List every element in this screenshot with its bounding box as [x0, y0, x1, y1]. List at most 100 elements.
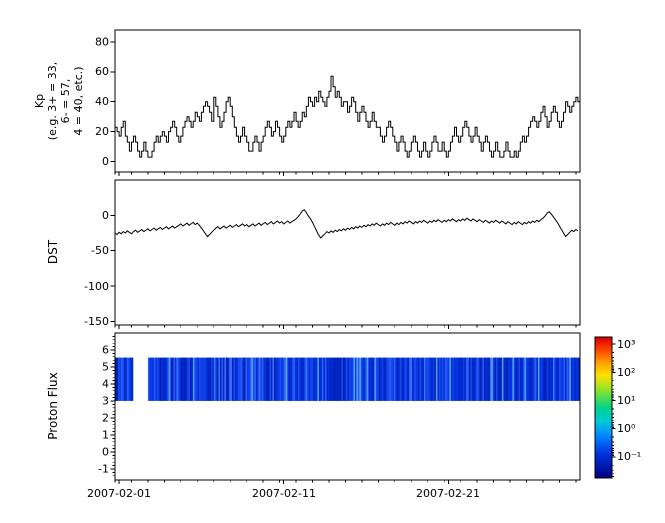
proton-flux-band-stripe [509, 357, 512, 401]
proton-flux-band-stripe [239, 357, 242, 401]
proton-flux-band-stripe [506, 357, 509, 401]
proton-flux-band-stripe [435, 357, 438, 401]
proton-flux-band-stripe [479, 357, 482, 401]
proton-flux-band-stripe [260, 357, 263, 401]
proton-flux-band-stripe [576, 357, 579, 401]
proton-flux-band-stripe [267, 357, 270, 401]
kp-ytick-label: 80 [95, 36, 109, 49]
proton-flux-band-stripe [468, 357, 471, 401]
proton-flux-band-stripe [431, 357, 434, 401]
proton-flux-band-stripe [545, 357, 548, 401]
proton-flux-band-stripe [130, 357, 132, 401]
proton-flux-band-stripe [378, 357, 381, 401]
proton-flux-band-stripe [575, 357, 578, 401]
proton-flux-band-stripe [297, 357, 300, 401]
proton-flux-band-stripe [566, 357, 569, 401]
proton-flux-band-stripe [354, 357, 357, 401]
proton-flux-band-stripe [209, 357, 212, 401]
proton-flux-band-stripe [459, 357, 462, 401]
proton-flux-band-stripe [363, 357, 366, 401]
proton-flux-band-stripe [473, 357, 476, 401]
proton-flux-band-stripe [147, 357, 150, 401]
proton-flux-band-stripe [158, 357, 161, 401]
colorbar-tick-label: 10⁰ [617, 422, 636, 435]
proton-panel-box [114, 332, 581, 481]
kp-panel-box [114, 29, 581, 173]
proton-flux-band-stripe [534, 357, 537, 401]
proton-flux-band-stripe [183, 357, 186, 401]
proton-flux-band-stripe [333, 357, 336, 401]
proton-flux-band-stripe [236, 357, 239, 401]
proton-flux-band-stripe [224, 357, 227, 401]
proton-flux-band-stripe [266, 357, 269, 401]
proton-flux-band-stripe [455, 357, 458, 401]
proton-flux-band-stripe [371, 357, 374, 401]
proton-flux-band-stripe [554, 357, 557, 401]
proton-flux-band-stripe [189, 357, 192, 401]
proton-flux-band-stripe [386, 357, 389, 401]
proton-flux-band-stripe [504, 357, 507, 401]
proton-flux-band-stripe [572, 357, 575, 401]
proton-flux-band-stripe [384, 357, 387, 401]
proton-flux-band-stripe [543, 357, 546, 401]
proton-flux-band-stripe [452, 357, 455, 401]
proton-flux-band-stripe [437, 357, 440, 401]
dst-line [114, 209, 579, 239]
proton-ytick-label: 1 [102, 429, 109, 442]
proton-flux-band-stripe [300, 357, 303, 401]
proton-flux-band-stripe [302, 357, 305, 401]
proton-flux-band-stripe [321, 357, 324, 401]
proton-flux-band-stripe [291, 357, 294, 401]
proton-flux-band-stripe [290, 357, 293, 401]
proton-flux-band-stripe [392, 357, 395, 401]
proton-flux-band-stripe [528, 357, 531, 401]
proton-flux-band-stripe [356, 357, 359, 401]
proton-flux-band-stripe [480, 357, 483, 401]
generated-plot-content [110, 41, 616, 484]
proton-flux-band-stripe [222, 357, 225, 401]
proton-flux-band-stripe [162, 357, 165, 401]
proton-flux-band-stripe [416, 357, 419, 401]
proton-flux-band-stripe [299, 357, 302, 401]
proton-flux-band-stripe [324, 357, 327, 401]
proton-flux-band-stripe [179, 357, 182, 401]
proton-flux-band-stripe [121, 357, 123, 401]
proton-flux-band-stripe [467, 357, 470, 401]
proton-flux-band-stripe [234, 357, 237, 401]
proton-flux-band-stripe [519, 357, 522, 401]
proton-flux-band-stripe [275, 357, 278, 401]
proton-ytick-label: 2 [102, 412, 109, 425]
proton-flux-band-stripe [258, 357, 261, 401]
proton-flux-band-stripe [410, 357, 413, 401]
proton-flux-band-stripe [485, 357, 488, 401]
proton-flux-band-stripe [429, 357, 432, 401]
proton-flux-band-stripe [510, 357, 513, 401]
proton-flux-band-stripe [125, 357, 128, 401]
proton-flux-band-stripe [303, 357, 306, 401]
proton-flux-band-stripe [254, 357, 257, 401]
proton-flux-band-stripe [233, 357, 236, 401]
proton-flux-band-stripe [555, 357, 558, 401]
proton-flux-band-stripe [426, 357, 429, 401]
proton-flux-band-stripe [530, 357, 533, 401]
proton-flux-band-stripe [332, 357, 335, 401]
proton-flux-band-stripe [218, 357, 221, 401]
kp-ytick-label: 40 [95, 95, 109, 108]
proton-flux-band-stripe [440, 357, 443, 401]
proton-flux-band-stripe [395, 357, 398, 401]
proton-flux-band-stripe [578, 357, 581, 401]
proton-flux-band-stripe [173, 357, 176, 401]
proton-flux-band-stripe [186, 357, 189, 401]
proton-flux-band-stripe [414, 357, 417, 401]
proton-flux-band-stripe [278, 357, 281, 401]
proton-flux-band-stripe [171, 357, 174, 401]
proton-flux-band-stripe [237, 357, 240, 401]
proton-flux-band-stripe [377, 357, 380, 401]
proton-flux-band-stripe [149, 357, 152, 401]
proton-flux-band-stripe [458, 357, 461, 401]
dst-ytick-label: 0 [102, 209, 109, 222]
proton-flux-band-stripe [263, 357, 266, 401]
proton-flux-band-stripe [518, 357, 521, 401]
proton-flux-band-stripe [315, 357, 318, 401]
proton-flux-band-stripe [368, 357, 371, 401]
